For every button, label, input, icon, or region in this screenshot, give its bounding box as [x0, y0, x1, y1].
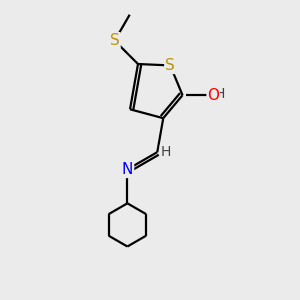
Text: H: H	[160, 145, 171, 159]
Text: S: S	[110, 33, 119, 48]
Text: O: O	[207, 88, 219, 103]
Text: N: N	[122, 162, 133, 177]
Text: S: S	[165, 58, 175, 73]
Text: H: H	[215, 87, 225, 101]
